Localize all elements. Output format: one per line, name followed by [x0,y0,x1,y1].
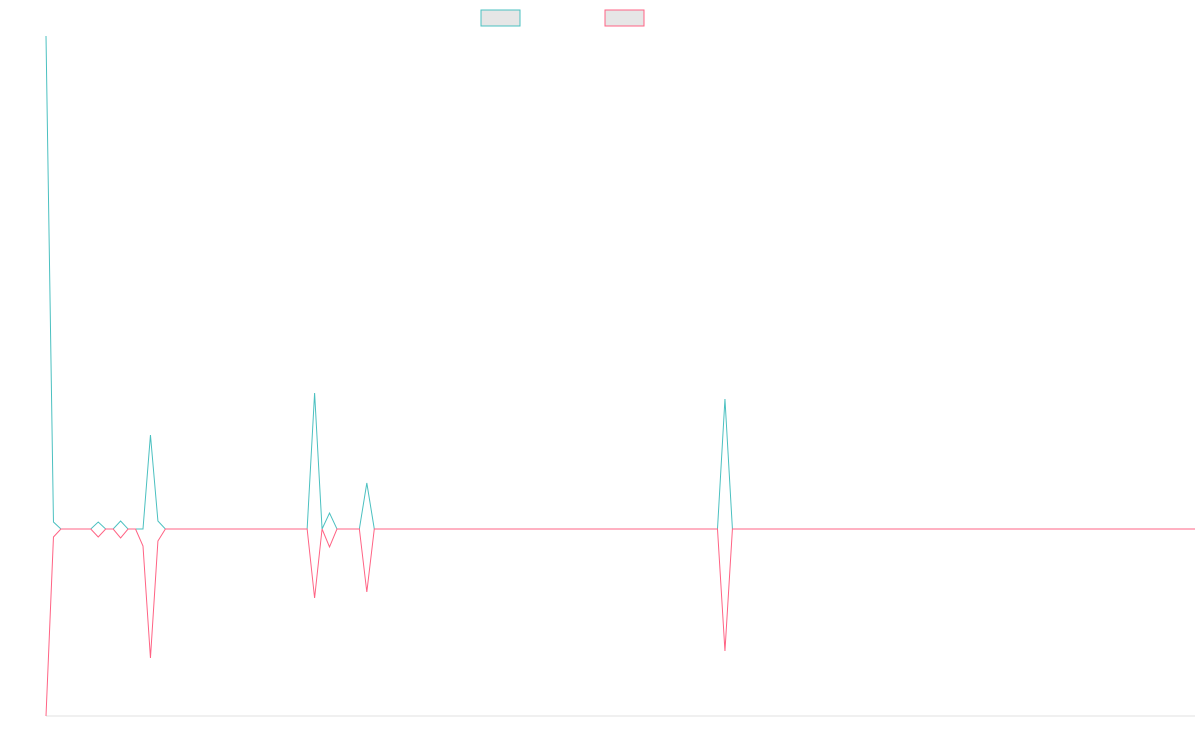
legend-swatch [480,9,521,27]
line-series [45,528,1195,717]
legend-swatch [604,9,645,27]
line-series [45,35,1195,530]
